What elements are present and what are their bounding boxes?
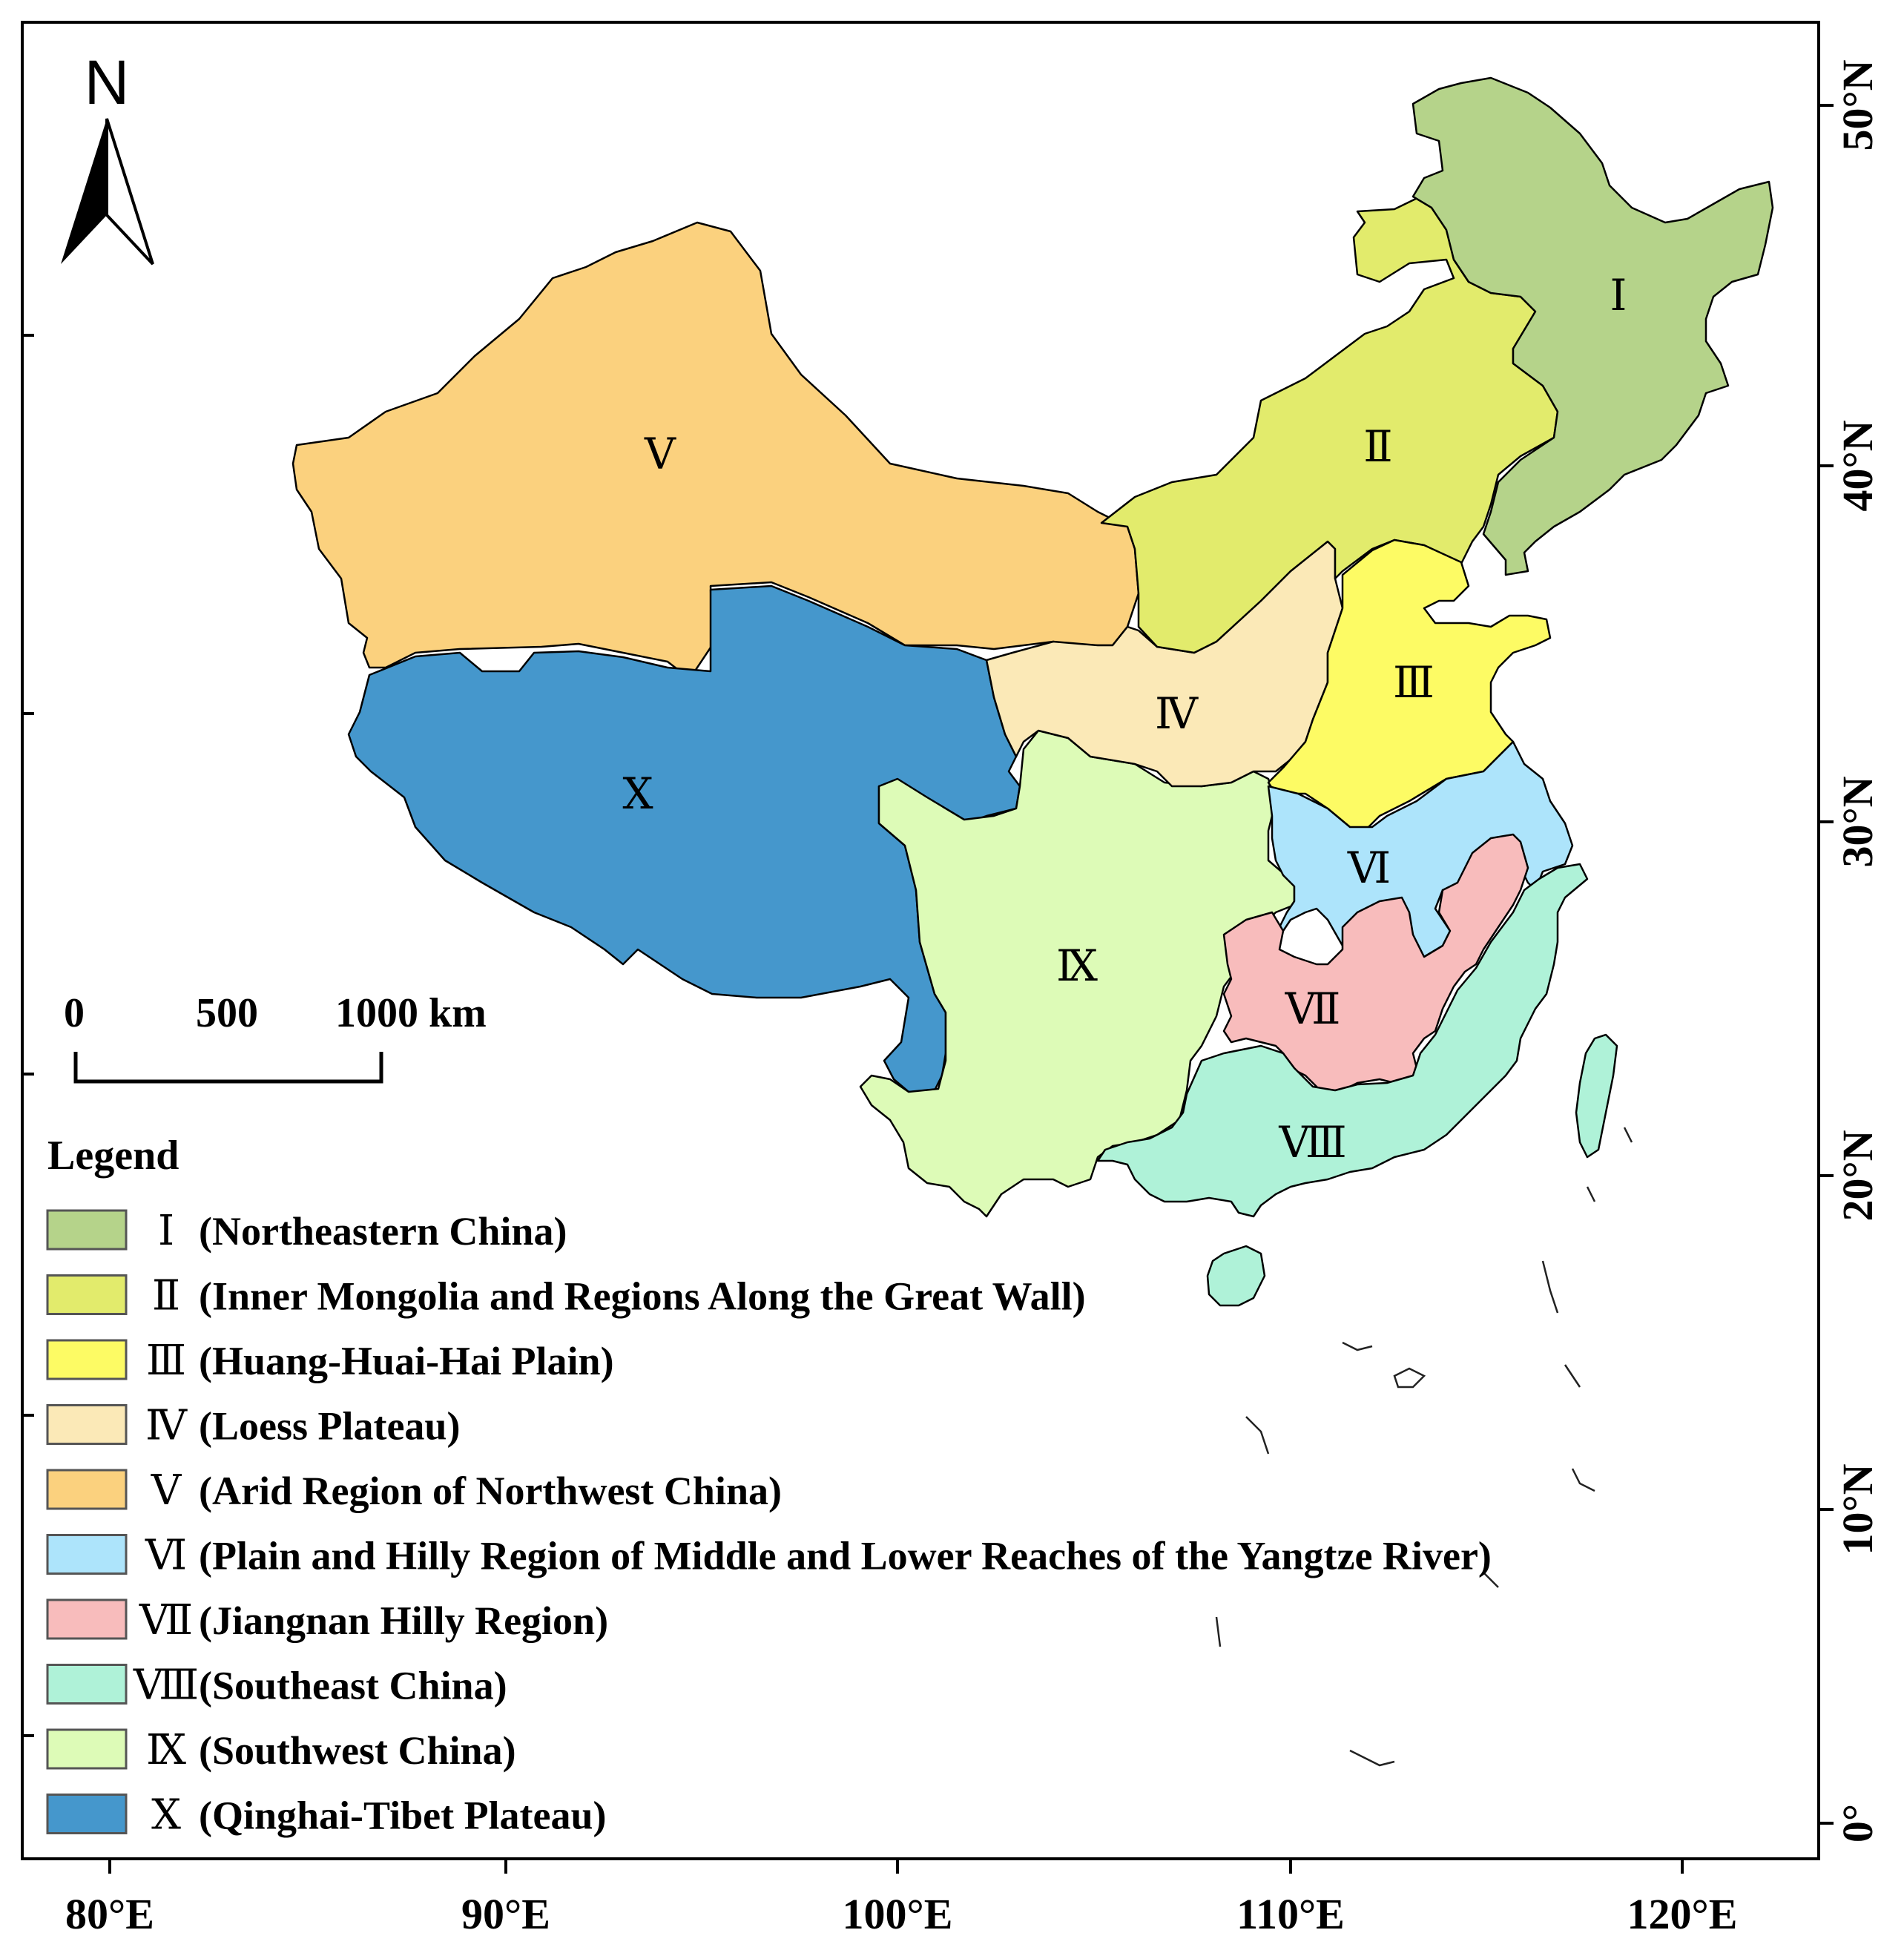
x-tick-label-100e: 100°E (843, 1890, 953, 1938)
legend-item-label: (Qinghai-Tibet Plateau) (199, 1794, 607, 1838)
legend-swatch (46, 1534, 128, 1575)
legend-item: Ⅹ (Qinghai-Tibet Plateau) (46, 1793, 607, 1839)
region-labels: Ⅰ Ⅱ Ⅲ Ⅳ Ⅴ Ⅵ Ⅶ Ⅷ Ⅸ Ⅹ (622, 271, 1627, 1167)
y-tick-label-0: 0° (1834, 1804, 1882, 1842)
legend-item-label: (Huang-Huai-Hai Plain) (199, 1339, 614, 1383)
region-label: Ⅱ (1363, 423, 1392, 471)
region-label: Ⅰ (1610, 271, 1627, 320)
region-label: Ⅳ (1155, 690, 1199, 738)
legend-item-label: (Northeastern China) (199, 1209, 567, 1254)
legend-swatch (46, 1664, 128, 1705)
region-label: Ⅲ (1393, 659, 1434, 707)
y-tick-label-50n: 50°N (1834, 59, 1882, 151)
region-label: Ⅷ (1278, 1119, 1346, 1167)
legend-item: Ⅸ (Southwest China) (46, 1728, 516, 1773)
legend-swatch (46, 1404, 128, 1445)
south-china-sea-islands (1215, 1127, 1633, 1767)
regions (291, 76, 1774, 1767)
y-axis-ticks (22, 104, 1834, 1825)
legend-item-number: Ⅴ (151, 1468, 182, 1514)
legend-swatch (46, 1469, 128, 1510)
legend: Legend Ⅰ (Northeastern China) Ⅱ (Inner Mong… (46, 1133, 1492, 1839)
map-frame (21, 21, 1820, 1860)
legend-item: Ⅱ (Inner Mongolia and Regions Along the G… (46, 1274, 1086, 1320)
legend-item: Ⅲ (Huang-Huai-Hai Plain) (46, 1338, 614, 1384)
north-arrow-icon-right (105, 118, 154, 266)
region-viii-southeast-china (1096, 863, 1589, 1218)
scale-label-1000km: 1000 km (335, 990, 487, 1036)
legend-item: Ⅷ (Southeast China) (46, 1663, 507, 1709)
legend-item: Ⅵ (Plain and Hilly Region of Middle and L… (46, 1533, 1492, 1579)
legend-item-label: (Inner Mongolia and Regions Along the Gr… (199, 1274, 1086, 1319)
y-tick-label-10n: 10°N (1834, 1463, 1882, 1555)
region-label: Ⅹ (622, 770, 653, 818)
legend-swatch (46, 1274, 128, 1315)
legend-swatch (46, 1339, 128, 1380)
region-label: Ⅴ (644, 430, 676, 478)
x-tick-label-80e: 80°E (65, 1890, 154, 1938)
legend-item-label: (Southeast China) (199, 1664, 507, 1708)
north-arrow-icon-left (61, 119, 107, 264)
legend-item-number: Ⅸ (146, 1728, 186, 1773)
legend-item-number: Ⅱ (152, 1274, 180, 1320)
region-i-northeastern-china (1411, 76, 1774, 576)
region-vii-jiangnan-hilly (1222, 833, 1529, 1092)
legend-item-label: (Jiangnan Hilly Region) (199, 1598, 608, 1643)
legend-item-label: (Loess Plateau) (199, 1404, 460, 1449)
legend-items: Ⅰ (Northeastern China) Ⅱ (Inner Mongolia an… (46, 1208, 1492, 1839)
region-label: Ⅸ (1056, 942, 1098, 990)
y-tick-label-30n: 30°N (1834, 776, 1882, 867)
legend-item-number: Ⅳ (145, 1403, 188, 1449)
x-tick-label-120e: 120°E (1627, 1890, 1738, 1938)
region-label: Ⅵ (1347, 844, 1391, 892)
scale-bar: 0 500 1000 km (64, 990, 487, 1084)
legend-item-label: (Arid Region of Northwest China) (199, 1469, 782, 1513)
legend-item-number: Ⅹ (151, 1793, 181, 1839)
legend-title: Legend (47, 1133, 179, 1179)
legend-item-number: Ⅲ (146, 1338, 186, 1384)
y-tick-label-20n: 20°N (1834, 1130, 1882, 1221)
legend-item-number: Ⅷ (133, 1663, 199, 1709)
x-tick-label-90e: 90°E (461, 1890, 550, 1938)
legend-item: Ⅳ (Loess Plateau) (46, 1403, 460, 1449)
scale-label-500: 500 (196, 990, 258, 1036)
scale-bar-line (73, 1052, 383, 1084)
legend-swatch (46, 1598, 128, 1640)
legend-item-number: Ⅶ (139, 1598, 193, 1644)
north-arrow-label: N (85, 47, 130, 117)
legend-item-label: (Southwest China) (199, 1728, 516, 1773)
y-tick-label-40n: 40°N (1834, 420, 1882, 511)
legend-item: Ⅰ (Northeastern China) (46, 1208, 567, 1254)
region-label: Ⅶ (1285, 985, 1341, 1033)
x-axis-ticks (108, 1859, 1684, 1874)
legend-swatch (46, 1794, 128, 1834)
legend-item-number: Ⅵ (145, 1533, 187, 1579)
region-viii-hainan-island (1206, 1245, 1266, 1307)
legend-swatch (46, 1728, 128, 1770)
scale-label-0: 0 (64, 990, 85, 1036)
region-iii-huang-huai-hai (1267, 539, 1552, 832)
legend-item: Ⅶ (Jiangnan Hilly Region) (46, 1598, 608, 1644)
legend-item-number: Ⅰ (158, 1208, 174, 1254)
legend-swatch (46, 1209, 128, 1251)
legend-item-label: (Plain and Hilly Region of Middle and Lo… (199, 1534, 1492, 1578)
north-arrow: N (61, 47, 154, 266)
region-viii-taiwan-island (1575, 1033, 1618, 1159)
legend-item: Ⅴ (Arid Region of Northwest China) (46, 1468, 782, 1514)
x-tick-label-110e: 110°E (1236, 1890, 1345, 1938)
